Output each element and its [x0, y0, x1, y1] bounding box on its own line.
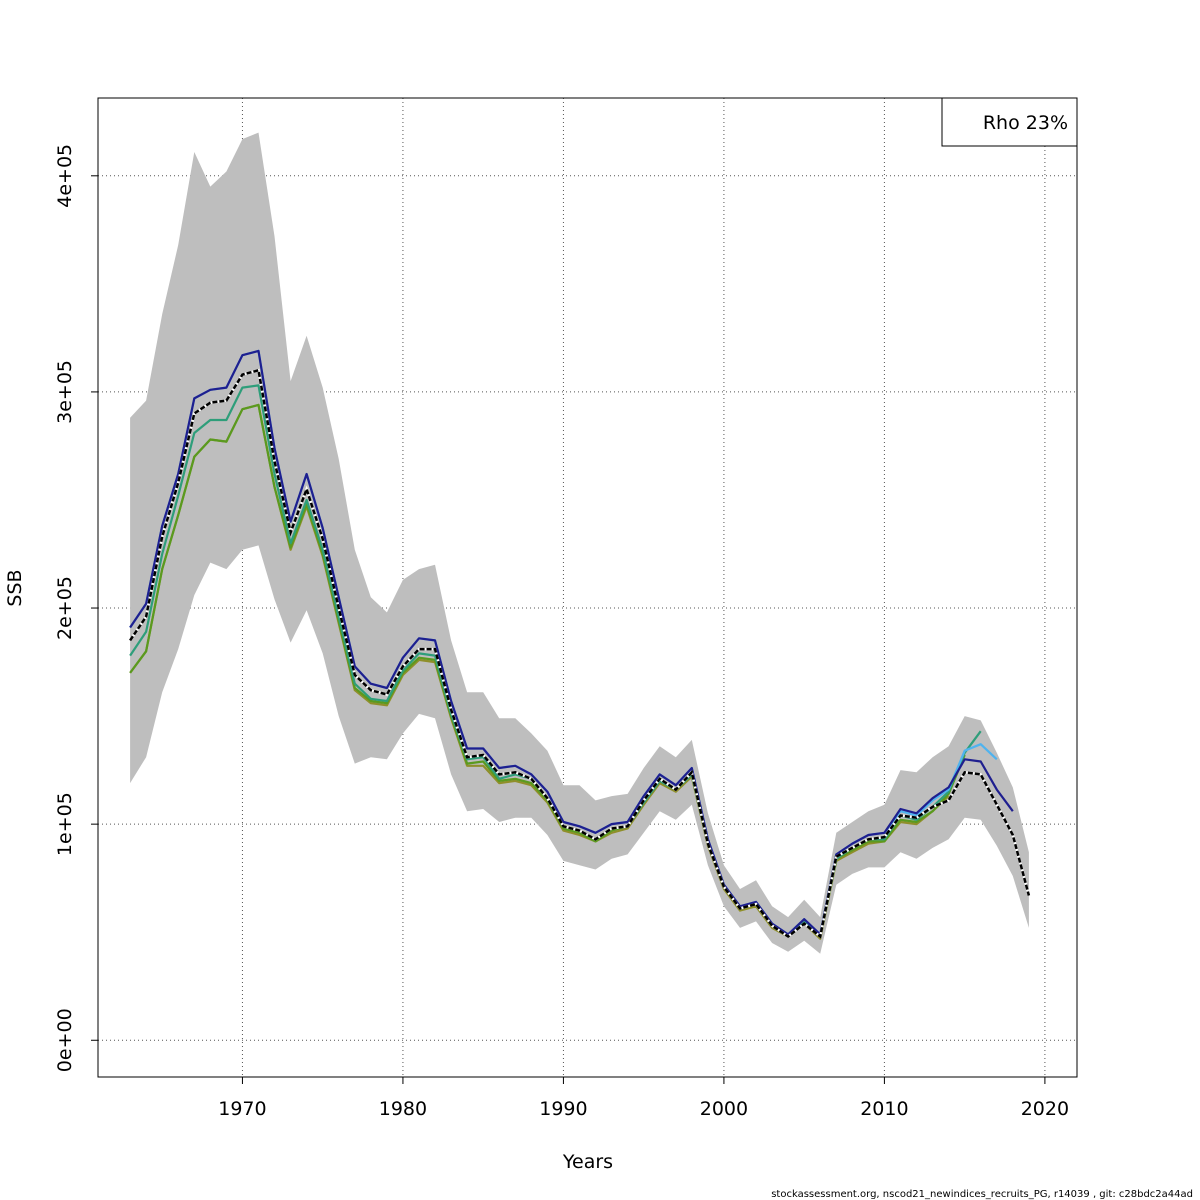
series-line-peel1 — [129, 349, 1014, 936]
y-axis: 0e+00 1e+05 2e+05 3e+05 4e+05 — [54, 144, 98, 1072]
series-layer — [129, 349, 1031, 940]
x-tick-label: 1970 — [218, 1098, 266, 1120]
y-tick-label: 2e+05 — [54, 576, 76, 640]
x-axis-title: Years — [562, 1151, 613, 1173]
x-tick-label: 2010 — [860, 1098, 908, 1120]
confidence-band — [130, 132, 1029, 954]
footer-text: stockassessment.org, nscod21_newindices_… — [771, 1189, 1193, 1200]
legend-box — [941, 97, 1078, 147]
x-tick-label: 2020 — [1021, 1098, 1069, 1120]
x-tick-label: 1990 — [539, 1098, 587, 1120]
y-tick-label: 0e+00 — [54, 1008, 76, 1072]
x-tick-label: 1980 — [379, 1098, 427, 1120]
x-tick-label: 2000 — [700, 1098, 748, 1120]
legend: Rho 23% — [941, 97, 1078, 147]
x-axis: 1970 1980 1990 2000 2010 2020 — [218, 1077, 1069, 1120]
terminal-series-line — [129, 368, 1031, 939]
y-tick-label: 1e+05 — [54, 792, 76, 856]
y-tick-label: 3e+05 — [54, 360, 76, 424]
legend-text: Rho 23% — [983, 112, 1068, 134]
plot-frame — [97, 97, 1078, 1078]
y-tick-label: 4e+05 — [54, 144, 76, 208]
confidence-band-layer — [130, 132, 1029, 954]
y-axis-title: SSB — [4, 569, 26, 606]
